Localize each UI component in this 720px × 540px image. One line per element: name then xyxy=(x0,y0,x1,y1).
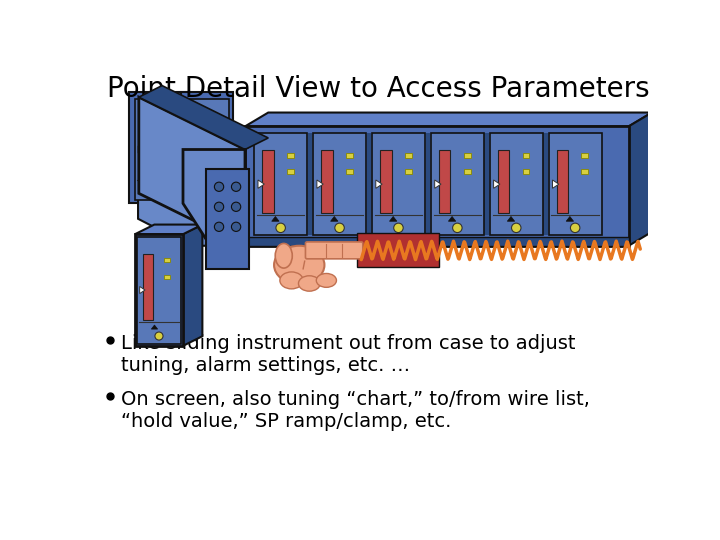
Polygon shape xyxy=(139,85,269,150)
Bar xyxy=(307,133,312,235)
Text: On screen, also tuning “chart,” to/from wire list,
“hold value,” SP ramp/clamp, : On screen, also tuning “chart,” to/from … xyxy=(121,390,590,431)
Circle shape xyxy=(511,223,521,233)
Bar xyxy=(426,133,431,235)
Bar xyxy=(212,136,217,139)
Polygon shape xyxy=(183,225,202,346)
Ellipse shape xyxy=(316,273,336,287)
Bar xyxy=(464,169,471,174)
Circle shape xyxy=(215,222,224,232)
Polygon shape xyxy=(317,180,323,188)
Bar xyxy=(582,169,588,174)
Polygon shape xyxy=(245,112,652,126)
Bar xyxy=(164,275,170,279)
Bar xyxy=(549,133,601,235)
Polygon shape xyxy=(435,180,441,188)
Polygon shape xyxy=(258,180,264,188)
Text: Point Detail View to Access Parameters: Point Detail View to Access Parameters xyxy=(107,75,649,103)
Bar xyxy=(346,169,353,174)
Polygon shape xyxy=(390,217,397,221)
Ellipse shape xyxy=(299,276,320,291)
Circle shape xyxy=(231,202,240,211)
Polygon shape xyxy=(138,150,245,246)
Ellipse shape xyxy=(274,246,325,284)
Bar xyxy=(372,133,425,235)
Polygon shape xyxy=(183,136,269,150)
Bar xyxy=(163,119,168,124)
Bar xyxy=(490,133,543,235)
Circle shape xyxy=(453,223,462,233)
Bar xyxy=(191,116,200,178)
Bar xyxy=(431,133,484,235)
Bar xyxy=(405,153,412,158)
Bar xyxy=(557,150,568,213)
Bar xyxy=(313,133,366,235)
Polygon shape xyxy=(508,217,515,221)
Polygon shape xyxy=(139,97,245,246)
Polygon shape xyxy=(150,182,156,186)
Bar xyxy=(212,119,217,124)
Polygon shape xyxy=(376,180,382,188)
Bar xyxy=(163,136,168,139)
Bar xyxy=(485,133,489,235)
Bar xyxy=(143,254,153,320)
Polygon shape xyxy=(187,146,192,153)
Circle shape xyxy=(215,182,224,191)
Bar xyxy=(184,99,229,200)
Bar xyxy=(254,133,307,235)
Polygon shape xyxy=(449,217,456,221)
Circle shape xyxy=(231,222,240,232)
Bar xyxy=(142,116,152,178)
Bar xyxy=(582,153,588,158)
Circle shape xyxy=(215,202,224,211)
Bar xyxy=(245,237,629,246)
Bar xyxy=(321,150,333,213)
Polygon shape xyxy=(271,217,279,221)
Bar xyxy=(287,169,294,174)
Polygon shape xyxy=(151,325,158,329)
Polygon shape xyxy=(199,182,205,186)
Circle shape xyxy=(570,223,580,233)
Text: Like sliding instrument out from case to adjust
tuning, alarm settings, etc. …: Like sliding instrument out from case to… xyxy=(121,334,575,375)
Bar xyxy=(357,233,438,267)
Bar xyxy=(137,237,181,343)
Bar xyxy=(464,153,471,158)
Bar xyxy=(135,99,180,200)
Polygon shape xyxy=(494,180,500,188)
Ellipse shape xyxy=(275,244,292,268)
Circle shape xyxy=(276,223,285,233)
Circle shape xyxy=(202,188,210,197)
Bar xyxy=(262,150,274,213)
Polygon shape xyxy=(330,217,338,221)
Bar xyxy=(544,133,548,235)
Bar xyxy=(523,153,529,158)
Polygon shape xyxy=(138,146,143,153)
FancyBboxPatch shape xyxy=(305,242,363,259)
Circle shape xyxy=(231,182,240,191)
Polygon shape xyxy=(183,150,245,246)
Bar xyxy=(129,92,188,204)
Bar xyxy=(287,153,294,158)
Bar xyxy=(405,169,412,174)
Bar xyxy=(135,234,183,346)
Circle shape xyxy=(335,223,344,233)
Polygon shape xyxy=(135,225,202,234)
Circle shape xyxy=(153,188,161,197)
Circle shape xyxy=(155,332,163,340)
Bar xyxy=(380,150,392,213)
Polygon shape xyxy=(566,217,574,221)
Polygon shape xyxy=(140,286,145,294)
Polygon shape xyxy=(552,180,559,188)
Ellipse shape xyxy=(280,272,303,289)
Bar xyxy=(498,150,509,213)
Bar xyxy=(206,168,249,269)
Bar xyxy=(439,150,451,213)
Bar xyxy=(346,153,353,158)
Bar xyxy=(181,92,233,204)
Bar xyxy=(164,258,170,262)
Circle shape xyxy=(394,223,403,233)
Bar xyxy=(245,126,629,246)
Bar xyxy=(366,133,372,235)
Bar xyxy=(523,169,529,174)
Polygon shape xyxy=(629,112,652,246)
